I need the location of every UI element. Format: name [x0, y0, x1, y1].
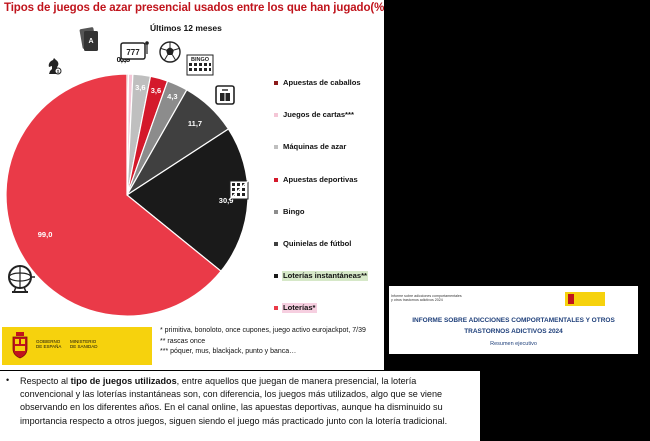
ministry-logo-icon [565, 292, 605, 306]
report-title: INFORME SOBRE ADICCIONES COMPORTAMENTALE… [412, 317, 615, 335]
slot-machine-icon: 777 [120, 41, 149, 60]
legend-item: Apuestas deportivas [272, 175, 382, 207]
chart-legend: Apuestas de caballos Juegos de cartas*** M… [272, 78, 382, 336]
logo-text-ministerio: MINISTERIO DE SANIDAD [70, 339, 98, 349]
pie-slice [5, 73, 222, 317]
footnote: * primitiva, bonoloto, once cupones, jue… [160, 327, 366, 334]
pie-value-label: 3,6 [151, 86, 161, 95]
soccer-ball-icon [159, 41, 181, 63]
slide: Tipos de juegos de azar presencial usado… [0, 0, 384, 370]
scratch-card-icon [228, 179, 250, 201]
svg-text:777: 777 [126, 48, 140, 57]
coat-of-arms-icon [12, 332, 28, 359]
footnote: ** rascas once [160, 337, 206, 345]
legend-swatch [274, 113, 278, 118]
svg-text:BINGO: BINGO [191, 57, 210, 63]
legend-label: Apuestas deportivas [283, 174, 358, 184]
bingo-card-icon: BINGO [186, 54, 214, 76]
footnote: *** póquer, mus, blackjack, punto y banc… [160, 348, 297, 355]
legend-item: Máquinas de azar [272, 142, 382, 174]
pie-chart: 0,30,93,63,64,311,730,999,0 [5, 55, 249, 317]
legend-label: Loterías* [282, 303, 317, 314]
legend-item: Bingo [272, 207, 382, 239]
svg-text:$: $ [57, 69, 60, 74]
legend-item: Quinielas de fútbol [272, 239, 382, 271]
pie-value-label: 4,3 [167, 92, 177, 101]
lottery-drum-icon [8, 265, 35, 293]
legend-item: Loterías* [272, 303, 382, 335]
legend-swatch [274, 177, 278, 182]
slide-title: Tipos de juegos de azar presencial usado… [4, 2, 384, 14]
legend-label: Bingo [283, 206, 305, 216]
horse-chess-icon: $ [48, 58, 62, 75]
legend-label: Apuestas de caballos [283, 78, 361, 87]
government-logo: GOBIERNO DE ESPAÑA MINISTERIO DE SANIDAD [2, 327, 152, 365]
playing-cards-icon: A [79, 27, 98, 51]
pie-value-label: 99,0 [38, 230, 53, 239]
summary-paragraph: Respecto al tipo de juegos utilizados, e… [20, 376, 448, 426]
bullet-icon: • [6, 375, 10, 385]
pie-value-label: 3,6 [135, 83, 145, 92]
legend-label: Máquinas de azar [283, 142, 347, 152]
legend-label: Loterías instantáneas** [282, 271, 368, 282]
legend-item: Apuestas de caballos [272, 78, 382, 110]
pie-value-label: 30,9 [219, 196, 234, 205]
svg-text:A: A [88, 38, 93, 45]
report-cover-card: Informe sobre adicciones comportamentale… [389, 286, 638, 354]
legend-swatch [274, 209, 278, 214]
legend-item: Loterías instantáneas** [272, 271, 382, 303]
pie-value-label: 11,7 [188, 119, 202, 128]
legend-label: Juegos de cartas*** [283, 110, 354, 120]
slide-subtitle: Últimos 12 meses [150, 23, 222, 33]
legend-swatch [274, 306, 278, 311]
logo-text-gobierno: GOBIERNO DE ESPAÑA [36, 339, 62, 349]
legend-label: Quinielas de fútbol [283, 238, 352, 248]
report-subtitle: Resumen ejecutivo [490, 341, 537, 347]
legend-item: Juegos de cartas*** [272, 110, 382, 142]
legend-swatch [274, 241, 278, 246]
legend-swatch [274, 145, 278, 150]
footnotes: * primitiva, bonoloto, once cupones, jue… [160, 326, 384, 358]
summary-text-box: • Respecto al tipo de juegos utilizados,… [0, 371, 480, 441]
football-pools-icon [215, 85, 235, 105]
pie-slice [125, 128, 249, 273]
legend-swatch [274, 274, 278, 279]
report-small-caption: Informe sobre adicciones comportamentale… [391, 294, 462, 303]
legend-swatch [274, 81, 278, 85]
